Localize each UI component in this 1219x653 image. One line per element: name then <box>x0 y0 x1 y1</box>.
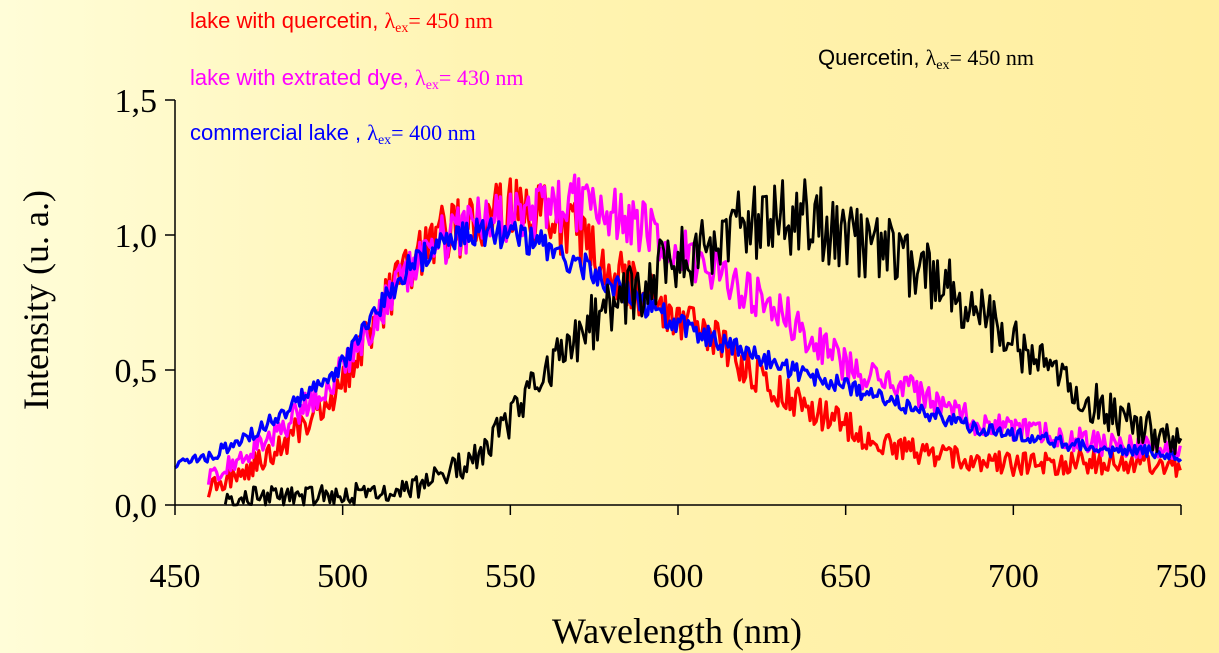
lambda-symbol: λ <box>415 65 426 90</box>
series-line-commercial-lake <box>174 217 1183 470</box>
x-tick-label: 650 <box>820 558 871 595</box>
legend-excitation: = 450 nm <box>949 45 1035 70</box>
legend-label: lake with quercetin, <box>190 8 385 33</box>
axes: 0,0 0,5 1,0 1,5 450 500 550 600 650 700 750 <box>115 83 1207 595</box>
legend-lake-with-extrated-dye: lake with extrated dye, λex= 430 nm <box>190 65 523 94</box>
legend-subscript: ex <box>936 58 950 73</box>
legend-commercial-lake: commercial lake , λex= 400 nm <box>190 120 476 149</box>
legend-excitation: = 400 nm <box>391 120 476 145</box>
legend-excitation: = 430 nm <box>438 65 524 90</box>
x-tick-label: 750 <box>1156 558 1207 595</box>
lambda-symbol: λ <box>925 45 937 70</box>
legend-subscript: ex <box>377 133 392 148</box>
y-tick-label: 0,0 <box>115 488 158 525</box>
legend-excitation: = 450 nm <box>408 8 493 33</box>
x-tick-label: 550 <box>485 558 536 595</box>
legend-label: lake with extrated dye, <box>190 65 416 90</box>
x-axis-title: Wavelength (nm) <box>552 611 802 651</box>
y-tick-label: 1,5 <box>115 83 158 120</box>
y-axis-title: Intensity (u. a.) <box>16 190 56 410</box>
x-tick-label: 600 <box>653 558 704 595</box>
series-line-quercetin <box>223 178 1183 507</box>
lambda-symbol: λ <box>367 120 378 145</box>
x-tick-label: 450 <box>150 558 201 595</box>
series-layer <box>174 173 1183 507</box>
y-tick-label: 0,5 <box>115 353 158 390</box>
x-tick-label: 700 <box>988 558 1039 595</box>
series-line-lake-with-quercetin <box>206 177 1182 498</box>
legend-label: commercial lake , <box>190 120 368 145</box>
lambda-symbol: λ <box>384 8 396 33</box>
legend-subscript: ex <box>395 21 409 36</box>
legend-subscript: ex <box>425 78 439 93</box>
legend-quercetin: Quercetin, λex= 450 nm <box>818 45 1034 74</box>
x-tick-label: 500 <box>317 558 368 595</box>
legend-lake-with-quercetin: lake with quercetin, λex= 450 nm <box>190 8 493 37</box>
y-tick-label: 1,0 <box>115 218 158 255</box>
legend-label: Quercetin, <box>818 45 926 70</box>
